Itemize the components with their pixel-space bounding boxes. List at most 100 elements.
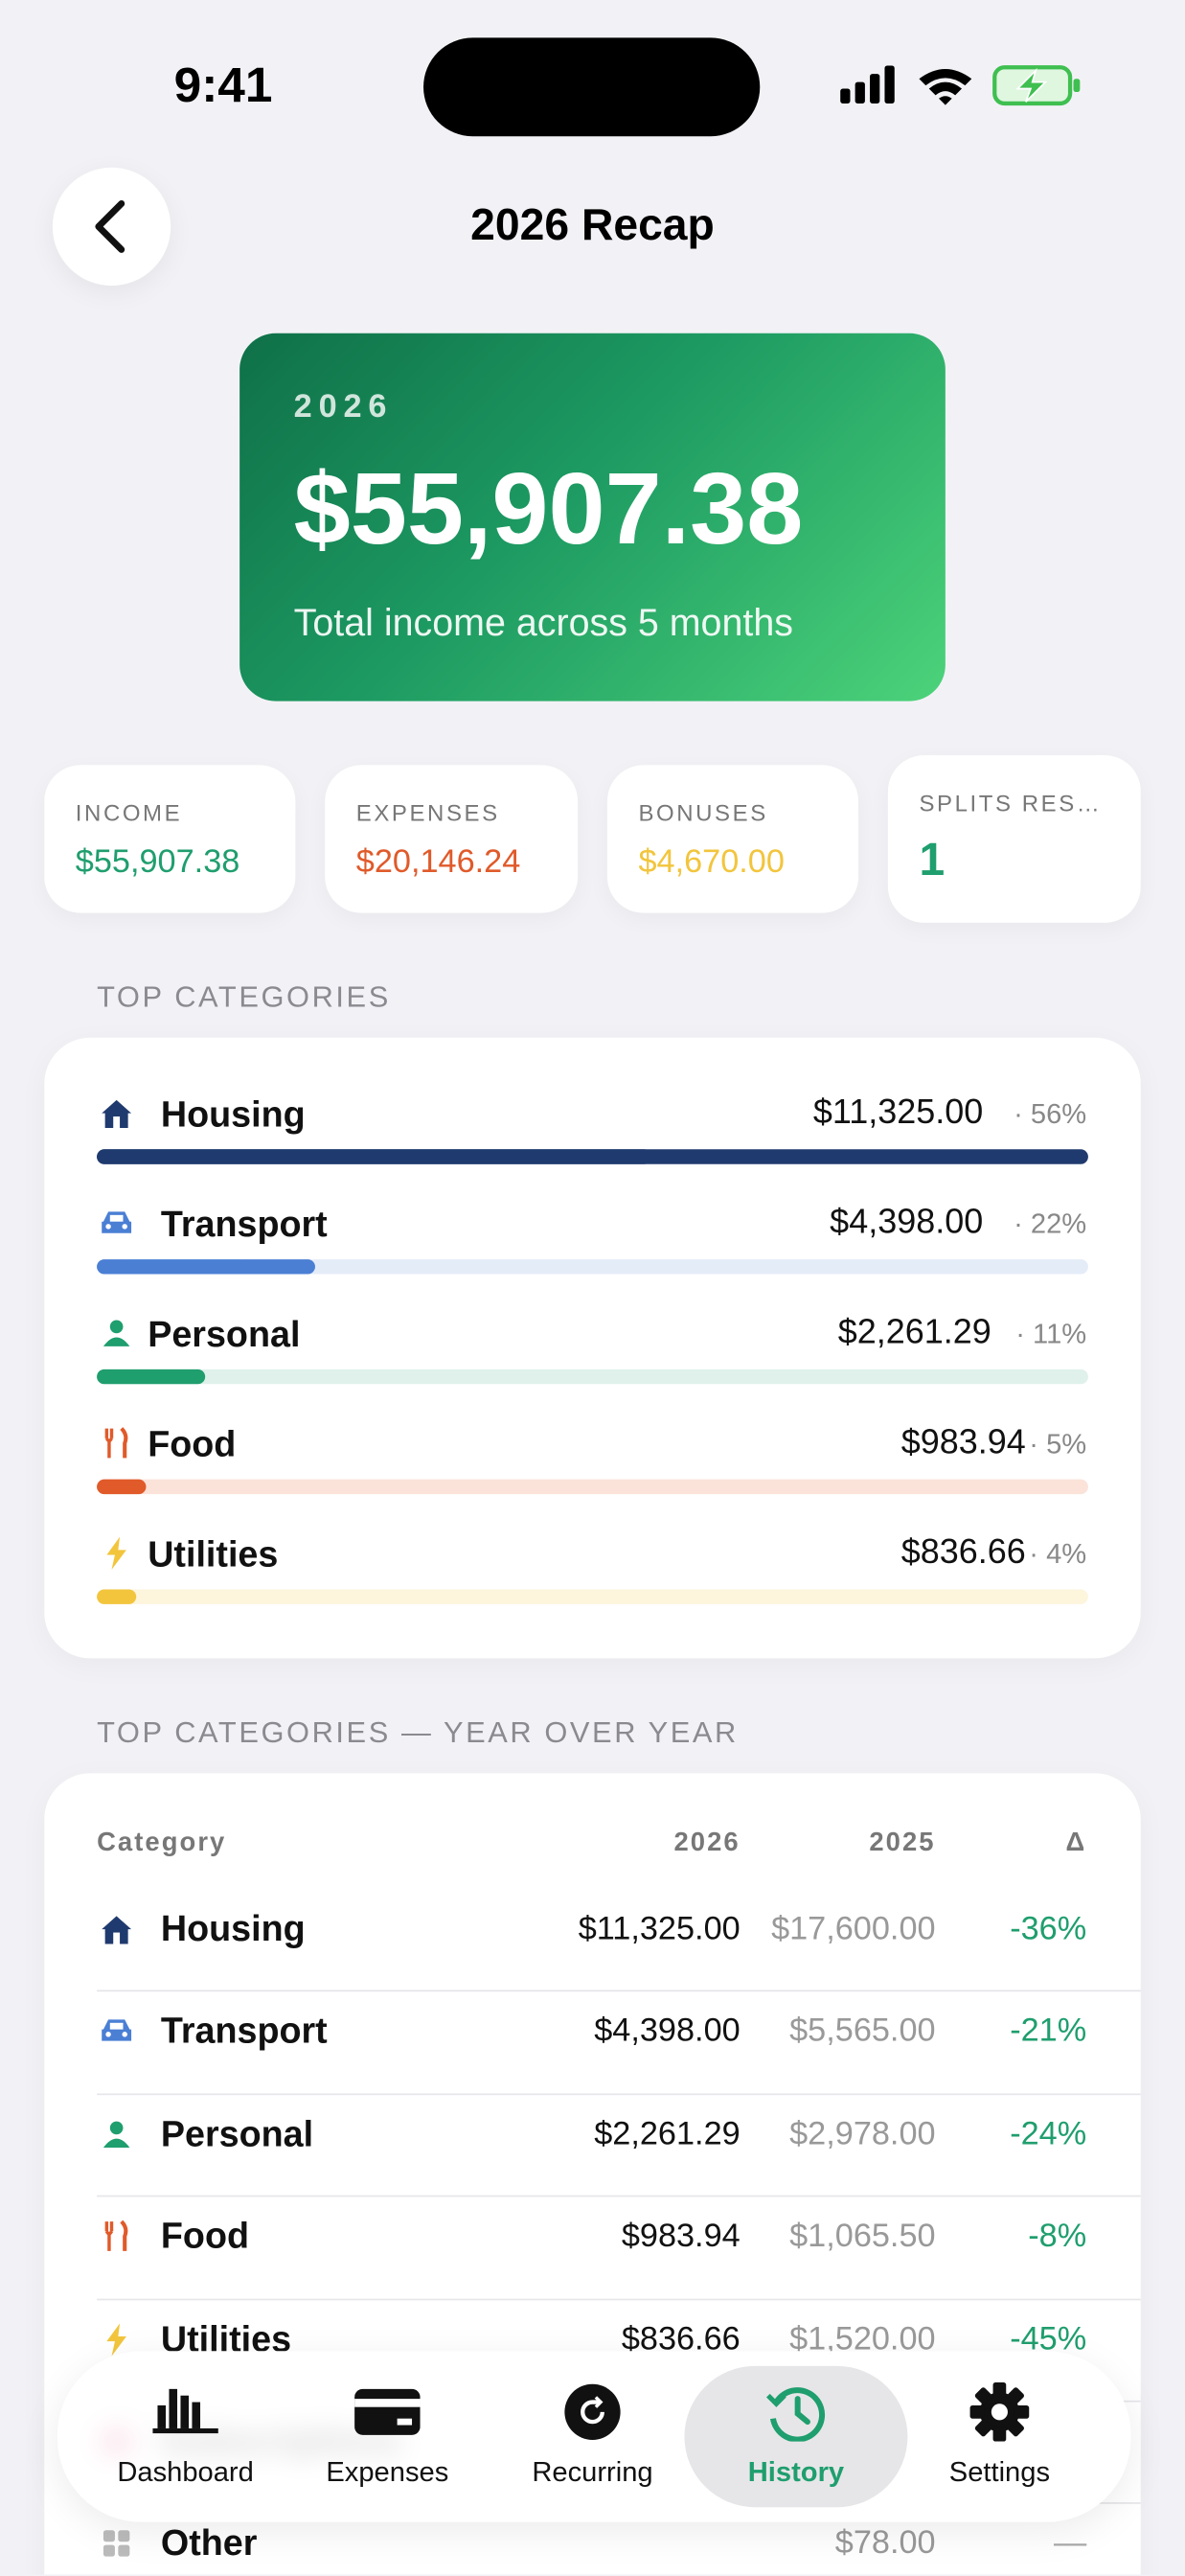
category-icon bbox=[104, 1427, 128, 1459]
hero-amount: $55,907.38 bbox=[293, 452, 804, 567]
tab-item[interactable]: Expenses bbox=[276, 2366, 499, 2507]
category-icon bbox=[102, 1916, 132, 1944]
hero-card: 2026 $55,907.38 Total income across 5 mo… bbox=[239, 333, 946, 702]
bar bbox=[97, 1479, 147, 1495]
value-2026: $11,325.00 bbox=[578, 1911, 741, 1947]
column-header: 2025 bbox=[869, 1828, 936, 1857]
hero-year: 2026 bbox=[293, 389, 394, 426]
tab-icon bbox=[354, 2382, 421, 2450]
value-2025: $1,065.50 bbox=[789, 2218, 936, 2255]
status-icons bbox=[840, 65, 1081, 106]
category-icon bbox=[99, 1911, 135, 1955]
delta: -45% bbox=[1010, 2320, 1087, 2358]
tab-label: Expenses bbox=[326, 2456, 449, 2488]
value-2025: $1,520.00 bbox=[789, 2320, 936, 2358]
tab-bar: Dashboard Expenses Recurring History Setting… bbox=[57, 2351, 1131, 2522]
category-icon bbox=[106, 1536, 126, 1570]
tab-item[interactable]: Settings bbox=[888, 2366, 1111, 2507]
delta: -21% bbox=[1010, 2013, 1087, 2050]
value-2026: $2,261.29 bbox=[594, 2116, 741, 2152]
stat-value: $4,670.00 bbox=[638, 843, 785, 881]
tab-label: Recurring bbox=[532, 2456, 653, 2488]
bar bbox=[97, 1259, 315, 1275]
category-icon bbox=[99, 2013, 135, 2058]
screen-title: 2026 Recap bbox=[470, 200, 715, 250]
top-categories-card: Housing · 56% $11,325.00 Transport · 22% $4,3… bbox=[44, 1037, 1141, 1659]
tab-item[interactable]: Recurring bbox=[481, 2366, 704, 2507]
bar bbox=[97, 1589, 137, 1604]
category-name: Food bbox=[148, 1423, 237, 1465]
stat-card: SPLITS RES… 1 bbox=[887, 755, 1141, 923]
tab-label: Dashboard bbox=[117, 2456, 254, 2488]
category-amount: $11,325.00 bbox=[812, 1093, 984, 1132]
category-name: Transport bbox=[160, 1203, 328, 1245]
tab-glyph bbox=[564, 2383, 621, 2440]
stat-label: SPLITS RES… bbox=[919, 790, 1103, 816]
category-name: Housing bbox=[160, 1907, 306, 1949]
column-header: Δ bbox=[1065, 1828, 1087, 1857]
category-icon bbox=[99, 1535, 135, 1579]
stat-label: INCOME bbox=[75, 799, 183, 826]
category-icon bbox=[104, 2220, 128, 2252]
dynamic-island bbox=[423, 37, 761, 137]
category-name: Food bbox=[160, 2215, 250, 2257]
section-title: TOP CATEGORIES bbox=[97, 979, 391, 1014]
category-icon bbox=[99, 2116, 135, 2160]
tab-glyph bbox=[766, 2387, 826, 2443]
tab-icon bbox=[763, 2382, 830, 2450]
category-icon bbox=[99, 1315, 135, 1359]
tab-glyph bbox=[354, 2388, 421, 2435]
bar-track bbox=[97, 1368, 1088, 1385]
category-share-label: · 11% bbox=[1015, 1318, 1087, 1350]
category-share-label: · 5% bbox=[1029, 1428, 1087, 1460]
bar-track bbox=[97, 1479, 1088, 1495]
category-share-label: · 22% bbox=[1014, 1208, 1087, 1240]
bar-track bbox=[97, 1259, 1088, 1275]
value-2025: $2,978.00 bbox=[789, 2116, 936, 2152]
category-icon bbox=[99, 1206, 135, 1250]
category-name: Housing bbox=[160, 1093, 306, 1135]
category-share-label: · 4% bbox=[1029, 1538, 1087, 1570]
delta: -24% bbox=[1010, 2116, 1087, 2152]
tab-item[interactable]: History bbox=[684, 2365, 908, 2508]
stat-value: 1 bbox=[919, 834, 946, 886]
section-title: TOP CATEGORIES — YEAR OVER YEAR bbox=[97, 1715, 739, 1749]
tab-label: History bbox=[747, 2456, 845, 2488]
tab-icon bbox=[967, 2381, 1033, 2450]
delta: -36% bbox=[1010, 1911, 1087, 1947]
delta: — bbox=[1053, 2525, 1087, 2563]
category-share-label: · 56% bbox=[1014, 1098, 1087, 1130]
value-2025: $78.00 bbox=[834, 2525, 936, 2563]
category-amount: $2,261.29 bbox=[837, 1313, 991, 1352]
category-amount: $4,398.00 bbox=[830, 1203, 984, 1242]
stat-card: INCOME $55,907.38 bbox=[44, 765, 296, 913]
stat-label: BONUSES bbox=[638, 799, 768, 826]
category-icon bbox=[103, 2530, 130, 2558]
value-2026: $983.94 bbox=[621, 2218, 741, 2255]
delta: -8% bbox=[1028, 2218, 1087, 2255]
bar bbox=[97, 1368, 206, 1385]
category-icon bbox=[99, 2219, 135, 2263]
tab-icon bbox=[559, 2382, 626, 2450]
tab-glyph bbox=[152, 2388, 218, 2434]
tab-item[interactable]: Dashboard bbox=[74, 2366, 297, 2507]
stat-card: EXPENSES $20,146.24 bbox=[325, 765, 579, 913]
tab-glyph bbox=[969, 2381, 1030, 2442]
category-name: Transport bbox=[160, 2010, 328, 2052]
bar bbox=[97, 1149, 652, 1164]
category-icon bbox=[99, 2526, 135, 2570]
column-header: 2026 bbox=[673, 1828, 741, 1857]
category-icon bbox=[106, 2322, 126, 2356]
row-divider bbox=[97, 1990, 1141, 1992]
row-divider bbox=[97, 2093, 1141, 2095]
category-amount: $836.66 bbox=[900, 1533, 1026, 1572]
column-header: Category bbox=[97, 1828, 227, 1857]
stat-label: EXPENSES bbox=[355, 799, 500, 826]
bar-track bbox=[97, 1589, 1088, 1604]
category-icon bbox=[103, 1320, 130, 1346]
back-button[interactable] bbox=[52, 167, 171, 287]
category-icon bbox=[99, 1425, 135, 1469]
stat-card: BONUSES $4,670.00 bbox=[606, 765, 859, 913]
value-2025: $17,600.00 bbox=[771, 1911, 936, 1947]
